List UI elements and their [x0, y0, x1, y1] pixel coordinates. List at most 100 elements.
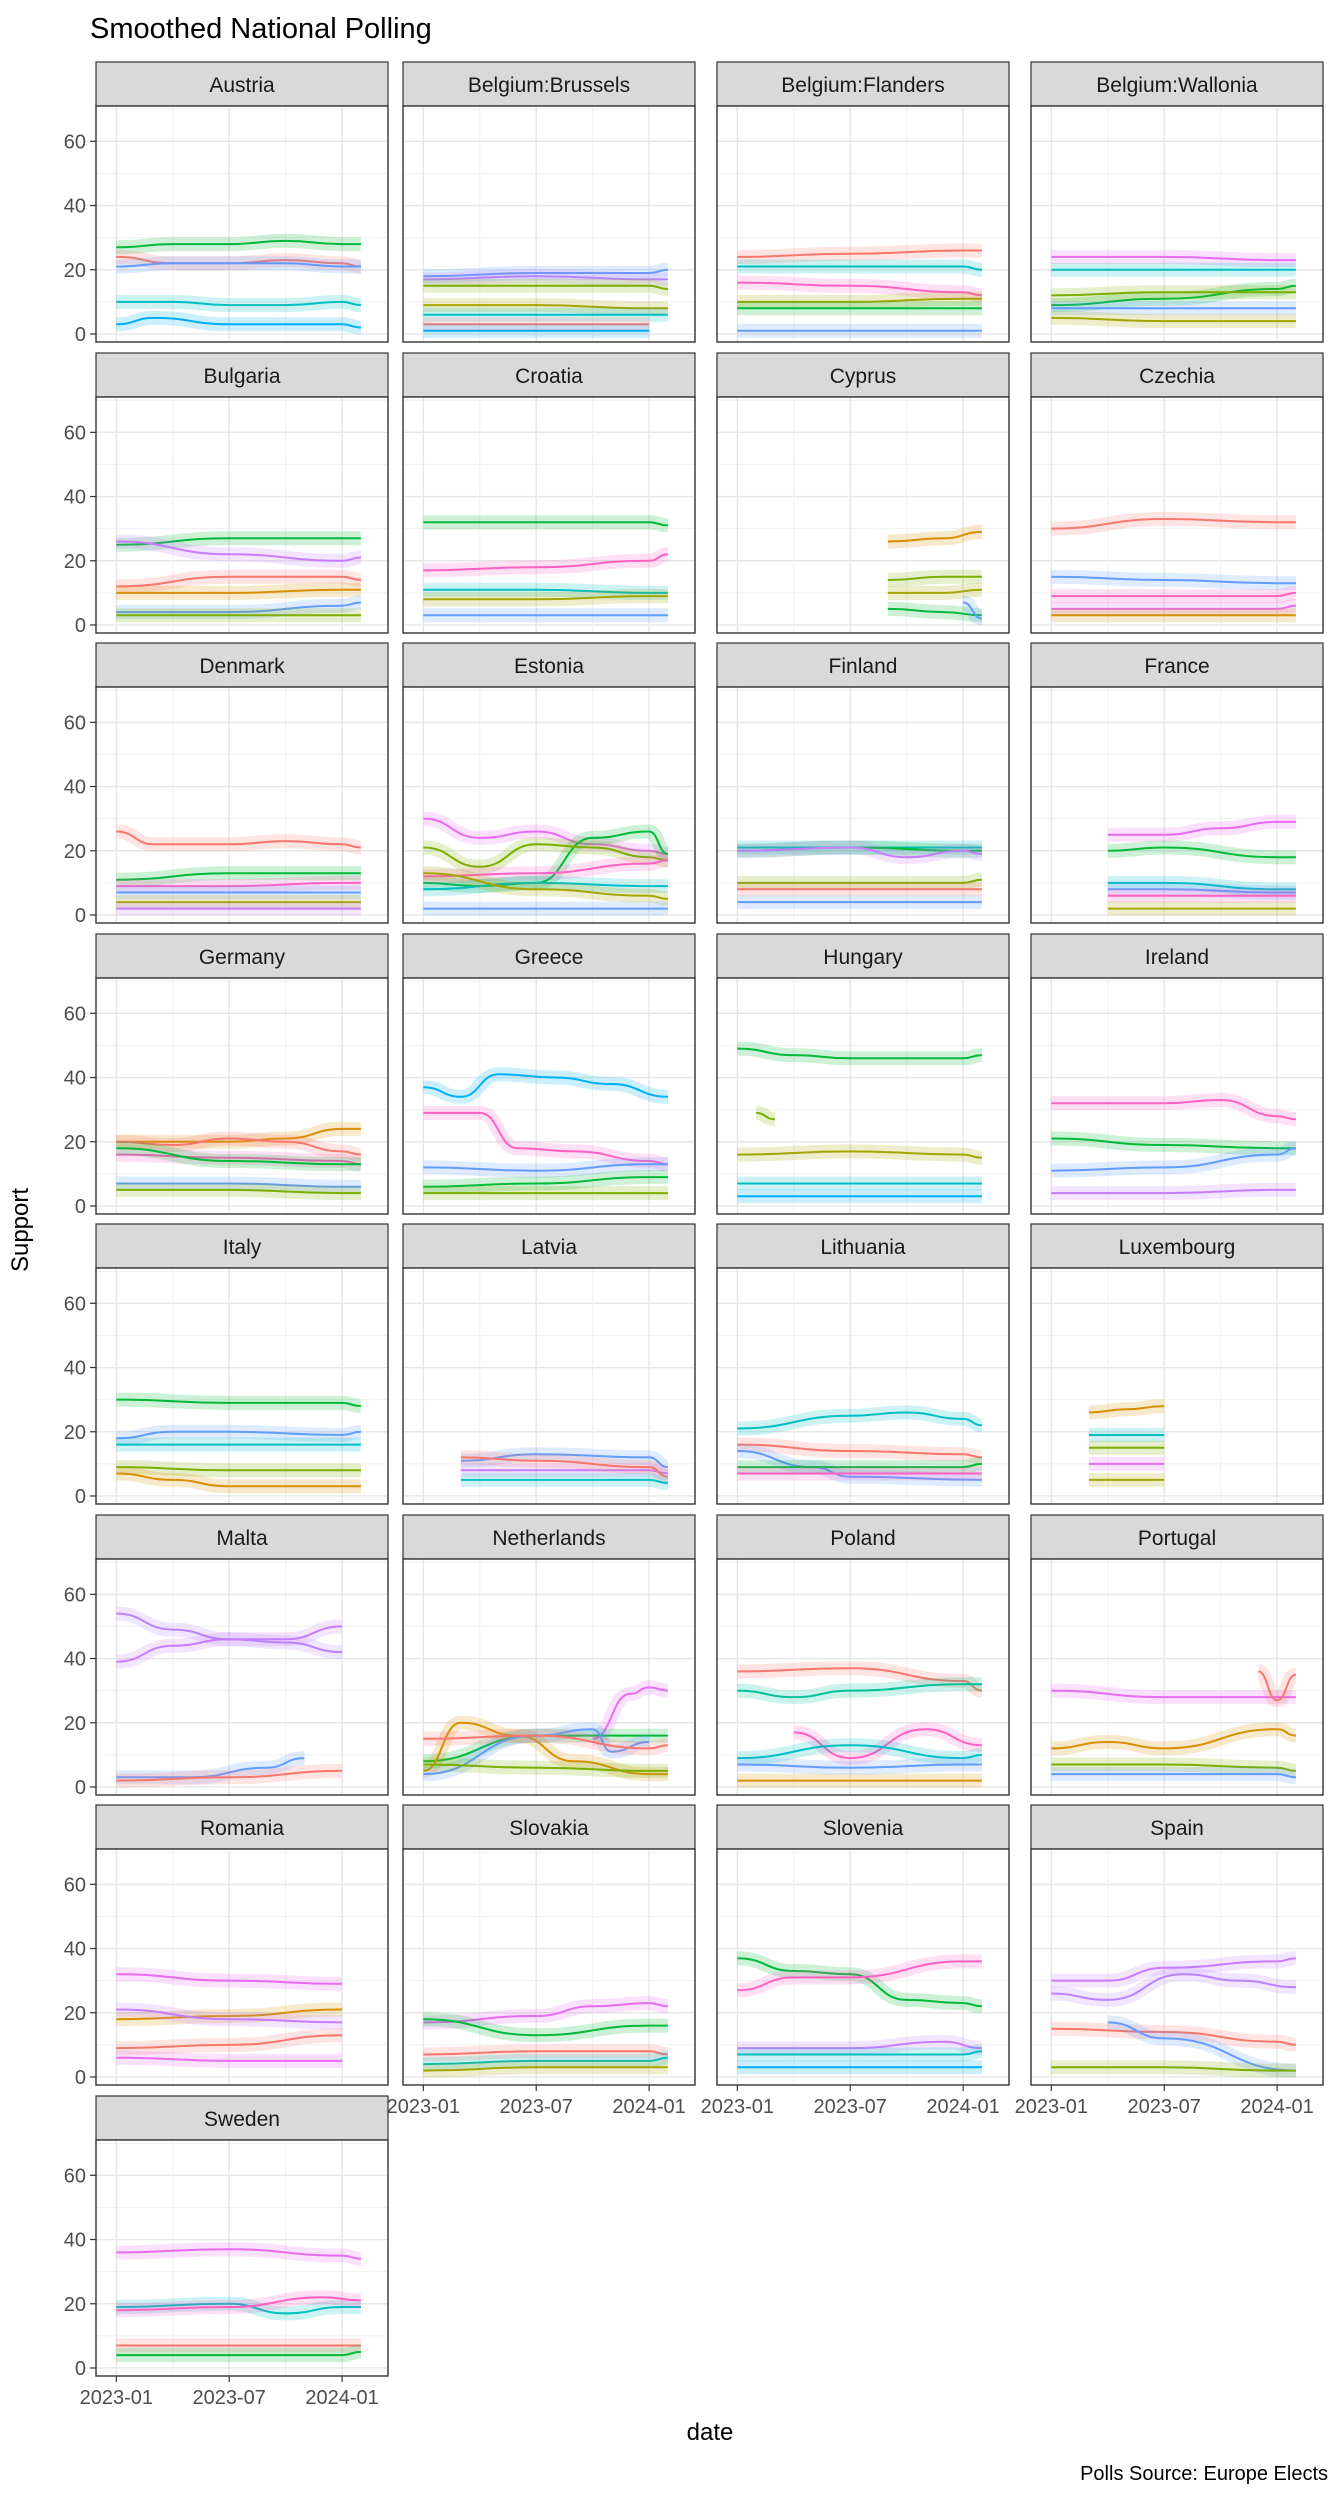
y-tick-label: 0 [75, 2358, 86, 2380]
facet-czechia: Czechia [1030, 352, 1324, 634]
y-tick-label: 40 [64, 777, 86, 799]
facet-strip [95, 61, 389, 107]
series-group [423, 262, 669, 338]
x-tick-label: 2023-01 [387, 2096, 460, 2118]
series-group [423, 515, 669, 623]
facet-label: Greece [515, 946, 584, 969]
chart-caption: Polls Source: Europe Elects [1080, 2463, 1328, 2485]
series-line [116, 540, 361, 562]
series-line [737, 297, 982, 303]
gridlines [717, 978, 1009, 1214]
gridlines [1031, 1268, 1323, 1504]
panel-background [1031, 397, 1323, 633]
series-line [1107, 820, 1296, 836]
series-line [116, 872, 361, 881]
facet-strip [402, 352, 696, 398]
facet-strip [716, 933, 1010, 979]
series-line [1051, 1957, 1296, 1982]
panel-border [95, 2139, 389, 2377]
facet-label: Czechia [1139, 365, 1215, 388]
series-line [1051, 1773, 1296, 1779]
panel-background [1031, 978, 1323, 1214]
panel-background [96, 1268, 388, 1504]
series-line [1051, 591, 1296, 598]
y-tick-label: 60 [64, 131, 86, 153]
series-line [423, 859, 668, 878]
facet-strip [402, 1223, 696, 1269]
series-line [423, 521, 668, 527]
facet-label: Malta [216, 1527, 268, 1550]
facet-strip [716, 1514, 1010, 1560]
facet-label: Luxembourg [1119, 1236, 1236, 1259]
series-line [737, 1957, 982, 2008]
gridlines [96, 1559, 388, 1795]
y-tick-label: 20 [64, 2294, 86, 2316]
panel-border [95, 977, 389, 1215]
series-line [116, 830, 361, 849]
y-tick-label: 20 [64, 1132, 86, 1154]
facet-strip [402, 933, 696, 979]
gridlines [96, 2140, 388, 2376]
facet-lithuania: Lithuania [716, 1223, 1010, 1505]
series-group [1051, 1951, 1297, 2078]
y-tick-label: 0 [75, 615, 86, 637]
series-line [1051, 2066, 1296, 2072]
y-tick-label: 40 [64, 1358, 86, 1380]
series-group [737, 243, 983, 338]
panel-border [716, 1558, 1010, 1796]
series-line [737, 1744, 982, 1760]
series-line [423, 1734, 668, 1750]
facet-label: Portugal [1138, 1527, 1216, 1550]
facet-label: Croatia [515, 365, 583, 388]
y-tick-label: 40 [64, 1068, 86, 1090]
series-line [116, 1625, 343, 1663]
x-tick-label: 2024-01 [926, 2096, 999, 2118]
series-line [423, 1163, 668, 1172]
series-line [423, 1111, 668, 1166]
series-line [116, 601, 361, 614]
panel-border [95, 396, 389, 634]
series-line [962, 601, 983, 620]
series-line [116, 1757, 305, 1779]
series-line [1107, 846, 1296, 859]
panel-border [1030, 1558, 1324, 1796]
panel-border [1030, 1267, 1324, 1505]
gridlines [1031, 978, 1323, 1214]
x-tick-label: 2023-07 [814, 2096, 887, 2118]
facet-label: Sweden [204, 2108, 280, 2131]
series-group [887, 524, 984, 626]
series-line [423, 1734, 668, 1763]
series-line [116, 1973, 343, 1985]
series-line [460, 1478, 668, 1485]
facet-strip [95, 1804, 389, 1850]
panel-background [403, 1559, 695, 1795]
panel-background [96, 1559, 388, 1795]
series-group [1107, 814, 1296, 916]
y-tick-label: 40 [64, 196, 86, 218]
gridlines [1031, 397, 1323, 633]
panel-background [717, 978, 1009, 1214]
series-group [1051, 511, 1297, 623]
facet-croatia: Croatia [402, 352, 696, 634]
facet-strip [716, 642, 1010, 688]
facet-strip [716, 352, 1010, 398]
series-line [116, 575, 361, 588]
series-line [116, 1769, 343, 1782]
series-group [116, 1967, 343, 2068]
y-tick-label: 60 [64, 422, 86, 444]
series-line [116, 1430, 361, 1440]
series-line [1088, 1405, 1165, 1414]
panel-background [403, 1849, 695, 2085]
panel-background [96, 2140, 388, 2376]
y-tick-label: 0 [75, 1777, 86, 1799]
x-tick-label: 2023-07 [500, 2096, 573, 2118]
y-tick-label: 0 [75, 2067, 86, 2089]
series-line [1107, 2021, 1296, 2072]
series-line [116, 2350, 361, 2357]
y-tick-label: 20 [64, 260, 86, 282]
series-line [1051, 2027, 1296, 2046]
facet-label: Ireland [1145, 946, 1209, 969]
series-line [793, 1728, 982, 1760]
facet-strip [402, 61, 696, 107]
series-line [460, 1456, 669, 1478]
